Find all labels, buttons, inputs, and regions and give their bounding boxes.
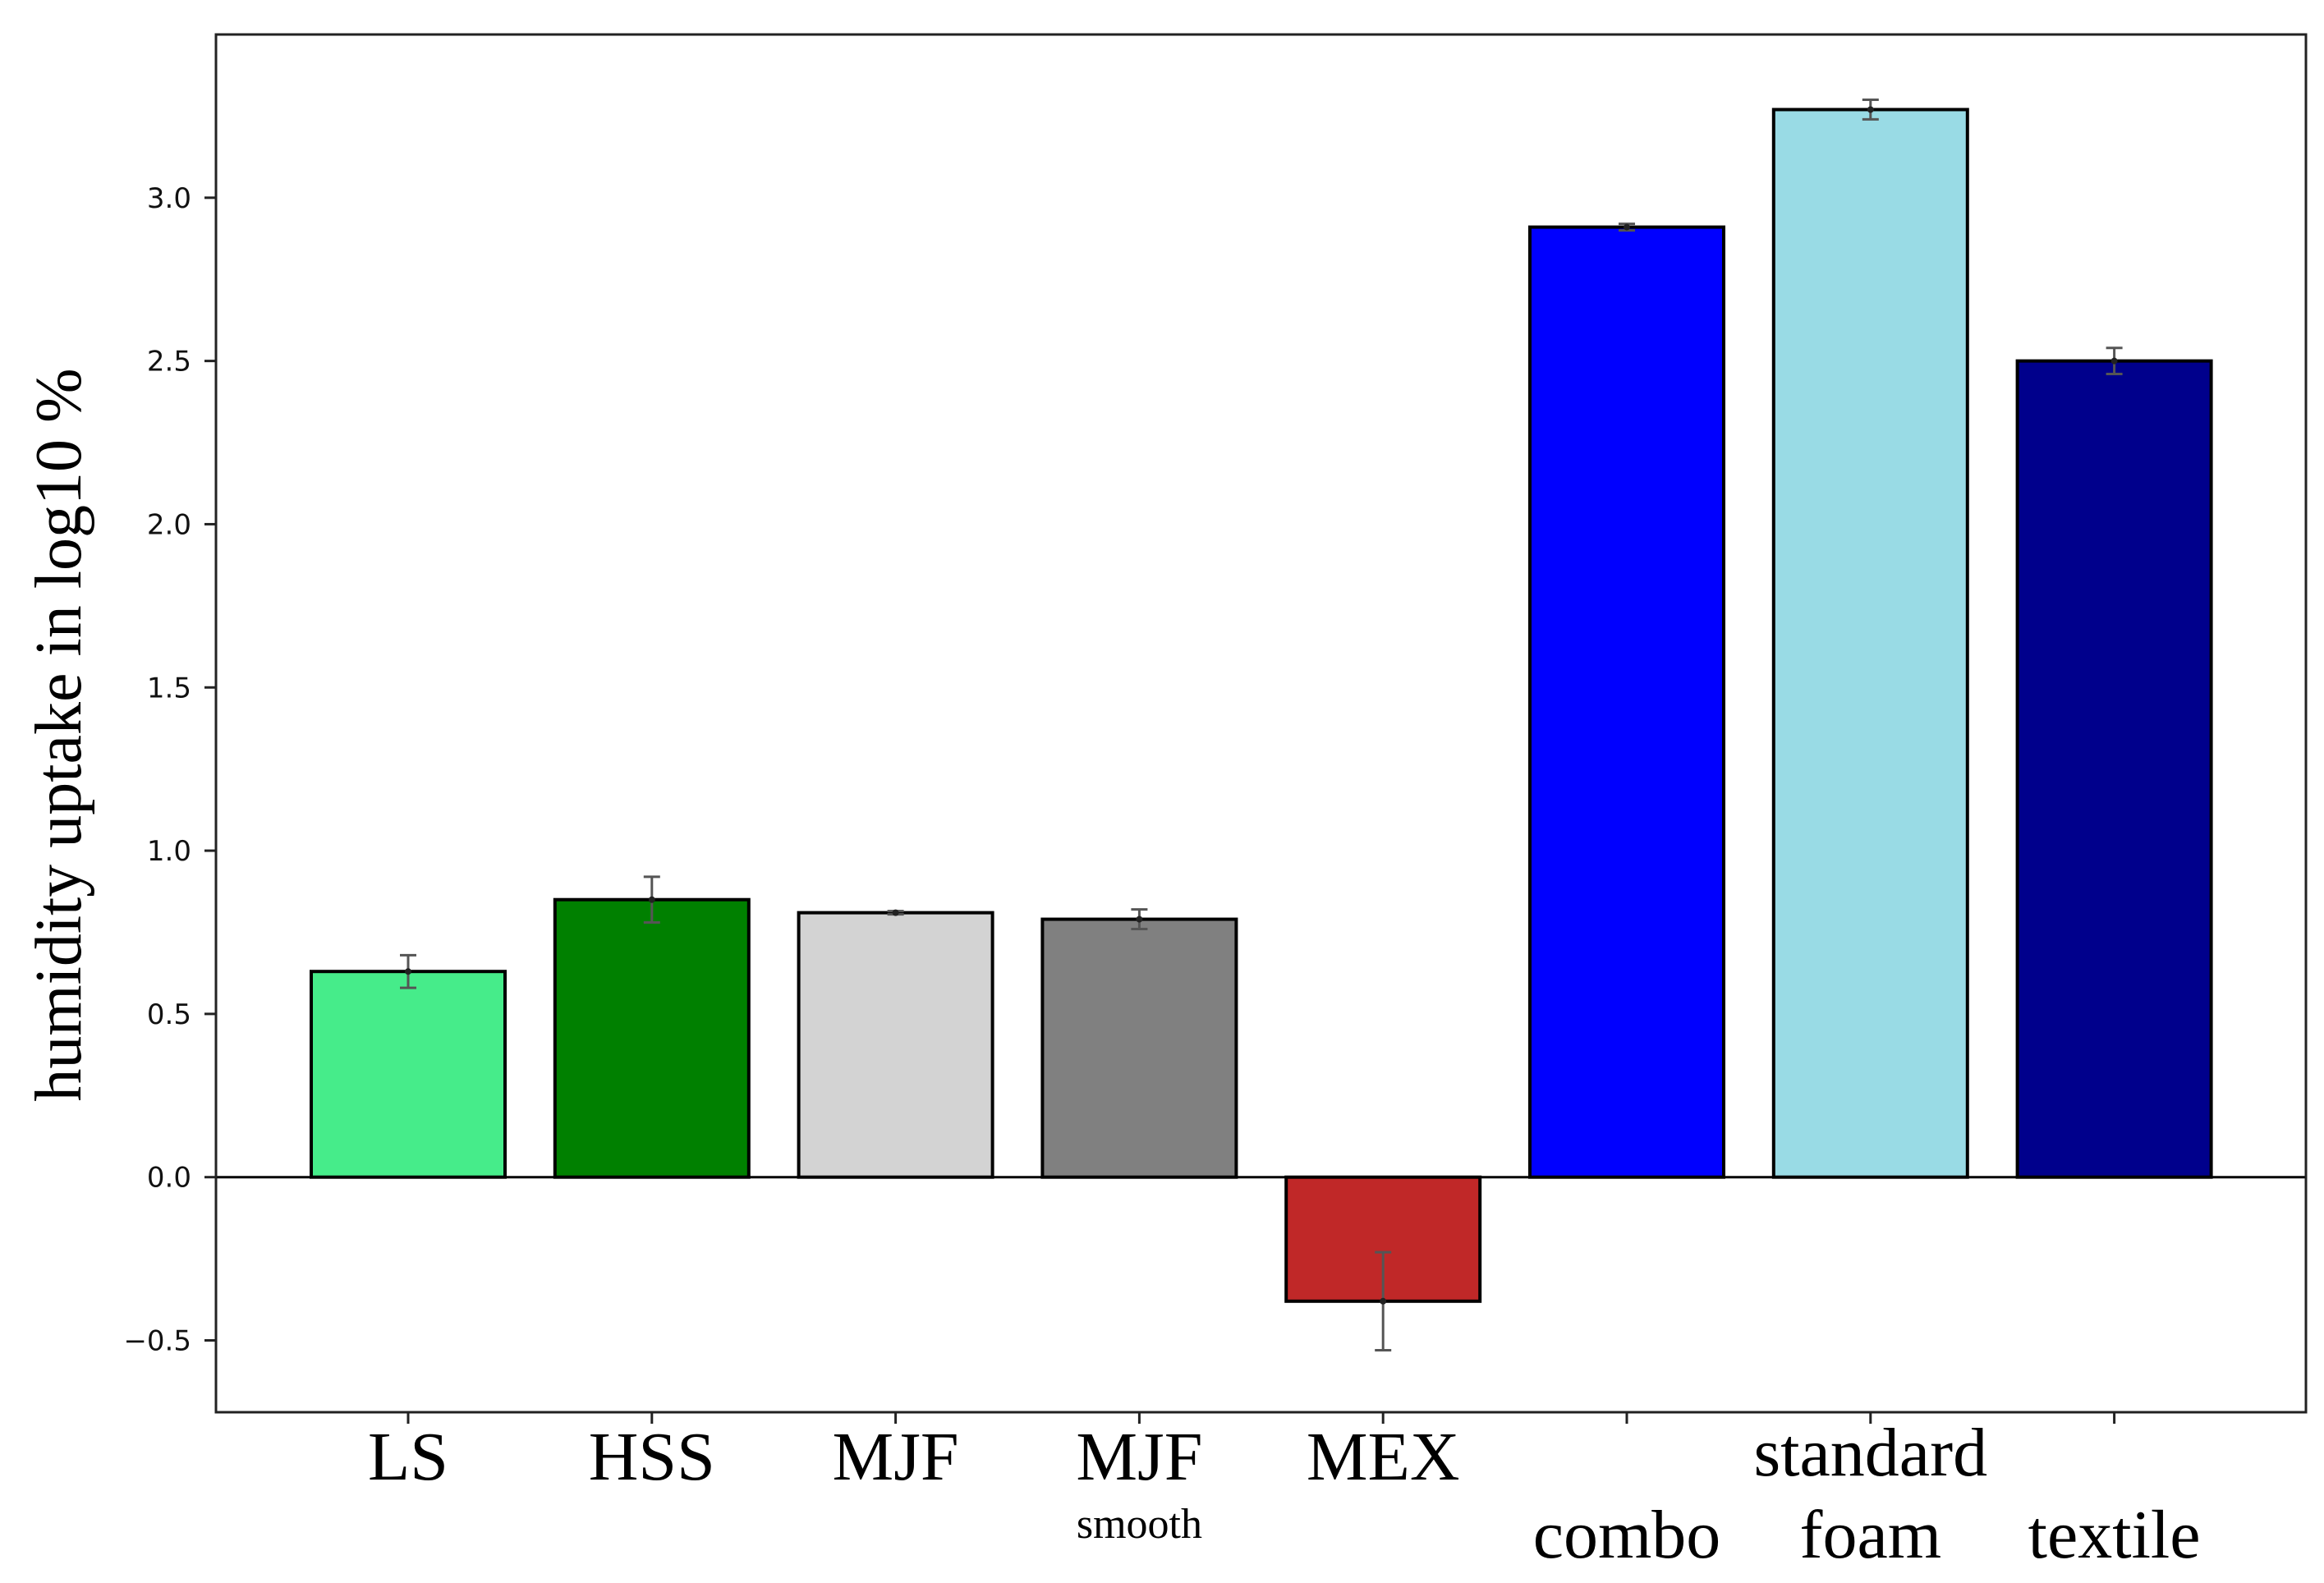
y-tick-label: 1.0 bbox=[147, 835, 191, 868]
plot-frame bbox=[214, 33, 2308, 1414]
bar-hss bbox=[553, 897, 751, 1179]
error-bar-center-point bbox=[892, 909, 899, 916]
x-tick-label: standard bbox=[1754, 1415, 1988, 1491]
bars bbox=[310, 108, 2213, 1303]
x-tick-label: LS bbox=[368, 1419, 448, 1495]
bar-combo bbox=[1528, 225, 1725, 1179]
y-tick-label: 2.5 bbox=[147, 346, 191, 379]
x-tick-label: HSS bbox=[589, 1419, 715, 1495]
x-tick-label: MJF bbox=[1076, 1419, 1202, 1495]
y-tick-label: 0.0 bbox=[147, 1162, 191, 1195]
y-axis-ticks: −0.5 0.0 0.5 1.0 1.5 2.0 2.5 3.0 bbox=[123, 182, 216, 1358]
error-bar-center-point bbox=[1867, 106, 1874, 113]
x-tick-label: textile bbox=[2028, 1497, 2201, 1573]
x-tick-label: MJF bbox=[833, 1419, 959, 1495]
x-tick-sublabel: smooth bbox=[1077, 1501, 1202, 1548]
x-tick-sublabel: foam bbox=[1800, 1497, 1942, 1573]
error-bar-center-point bbox=[1136, 915, 1143, 923]
x-tick-label: combo bbox=[1533, 1497, 1721, 1573]
bar-textile bbox=[2015, 359, 2213, 1179]
error-bar-center-point bbox=[648, 896, 655, 903]
y-tick-label: −0.5 bbox=[123, 1325, 191, 1358]
error-bar-center-point bbox=[2110, 357, 2118, 365]
y-axis-title: humidity uptake in log10 % bbox=[23, 368, 95, 1101]
error-bars bbox=[400, 99, 2123, 1351]
y-tick-label: 1.5 bbox=[147, 672, 191, 704]
bar-standard-foam bbox=[1771, 108, 1969, 1179]
y-tick-label: 0.5 bbox=[147, 998, 191, 1031]
bar-ls bbox=[310, 970, 507, 1179]
bar-mjf-smooth bbox=[1040, 917, 1238, 1179]
error-bar-center-point bbox=[1380, 1297, 1387, 1305]
error-bar-center-point bbox=[405, 968, 411, 975]
y-tick-label: 3.0 bbox=[147, 182, 191, 215]
bar-mjf bbox=[797, 911, 994, 1179]
x-axis-ticks bbox=[406, 1412, 2116, 1424]
y-tick-label: 2.0 bbox=[147, 508, 191, 541]
error-bar-center-point bbox=[1624, 223, 1630, 231]
x-tick-label: MEX bbox=[1307, 1419, 1460, 1495]
